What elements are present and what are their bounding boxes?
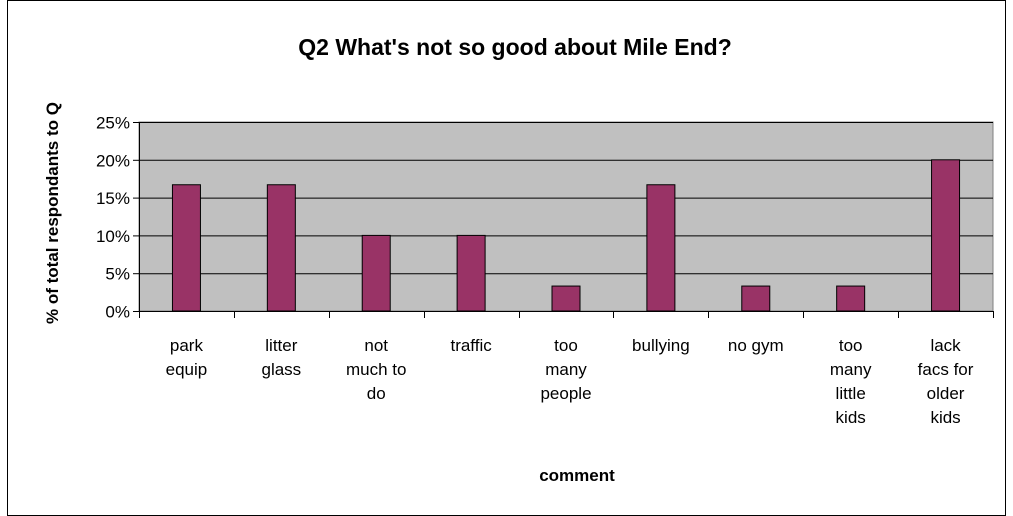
y-tick-label: 5%	[105, 265, 130, 284]
bar	[171, 184, 201, 312]
x-tick-label-line: park	[170, 336, 204, 355]
axes	[133, 122, 994, 318]
y-tick-label: 0%	[105, 303, 130, 322]
y-tick-label: 15%	[96, 189, 130, 208]
x-tick-label: bullying	[632, 336, 690, 355]
x-tick-label: traffic	[450, 336, 492, 355]
x-tick-label: no gym	[728, 336, 784, 355]
x-tick-label-line: many	[545, 360, 587, 379]
y-tick-label: 10%	[96, 227, 130, 246]
x-tick-label-line: lack	[930, 336, 961, 355]
bar	[836, 285, 866, 312]
x-tick-label-line: kids	[930, 408, 960, 427]
x-tick-label-line: older	[927, 384, 965, 403]
x-tick-label-line: no gym	[728, 336, 784, 355]
x-tick-label-line: bullying	[632, 336, 690, 355]
x-tick-label-line: not	[364, 336, 388, 355]
bar	[741, 285, 771, 312]
x-tick-label: park equip	[166, 336, 208, 379]
y-axis-title: % of total respondants to Q	[43, 102, 62, 324]
x-tick-label-line: do	[367, 384, 386, 403]
y-tick-label: 20%	[96, 151, 130, 170]
x-tick-label-line: glass	[261, 360, 301, 379]
bar	[551, 285, 581, 312]
x-tick-label-line: too	[839, 336, 863, 355]
x-tick-label: litter glass	[261, 336, 301, 379]
bar	[266, 184, 296, 312]
x-tick-label: lack facs for older kids	[918, 336, 974, 427]
bar	[361, 234, 391, 312]
y-tick-labels: 0% 5% 10% 15% 20% 25%	[96, 114, 130, 322]
x-tick-label-line: litter	[265, 336, 297, 355]
x-tick-label: too many people	[540, 336, 591, 403]
x-tick-label: not much to do	[346, 336, 406, 403]
x-tick-label-line: much to	[346, 360, 406, 379]
x-tick-label-line: many	[830, 360, 872, 379]
bar	[931, 159, 961, 312]
x-tick-label: too many little kids	[830, 336, 872, 427]
x-tick-label-line: people	[540, 384, 591, 403]
x-tick-labels: park equip litter glass not much to do traffic t…	[166, 336, 974, 427]
x-tick-label-line: equip	[166, 360, 208, 379]
x-tick-label-line: little	[836, 384, 866, 403]
x-tick-label-line: traffic	[450, 336, 492, 355]
bar	[456, 234, 486, 312]
bars	[171, 159, 961, 312]
x-tick-label-line: kids	[836, 408, 866, 427]
chart-title: Q2 What's not so good about Mile End?	[298, 34, 732, 60]
x-axis-title: comment	[539, 466, 615, 485]
x-tick-label-line: too	[554, 336, 578, 355]
x-tick-label-line: facs for	[918, 360, 974, 379]
bar	[646, 184, 676, 312]
y-tick-label: 25%	[96, 114, 130, 133]
